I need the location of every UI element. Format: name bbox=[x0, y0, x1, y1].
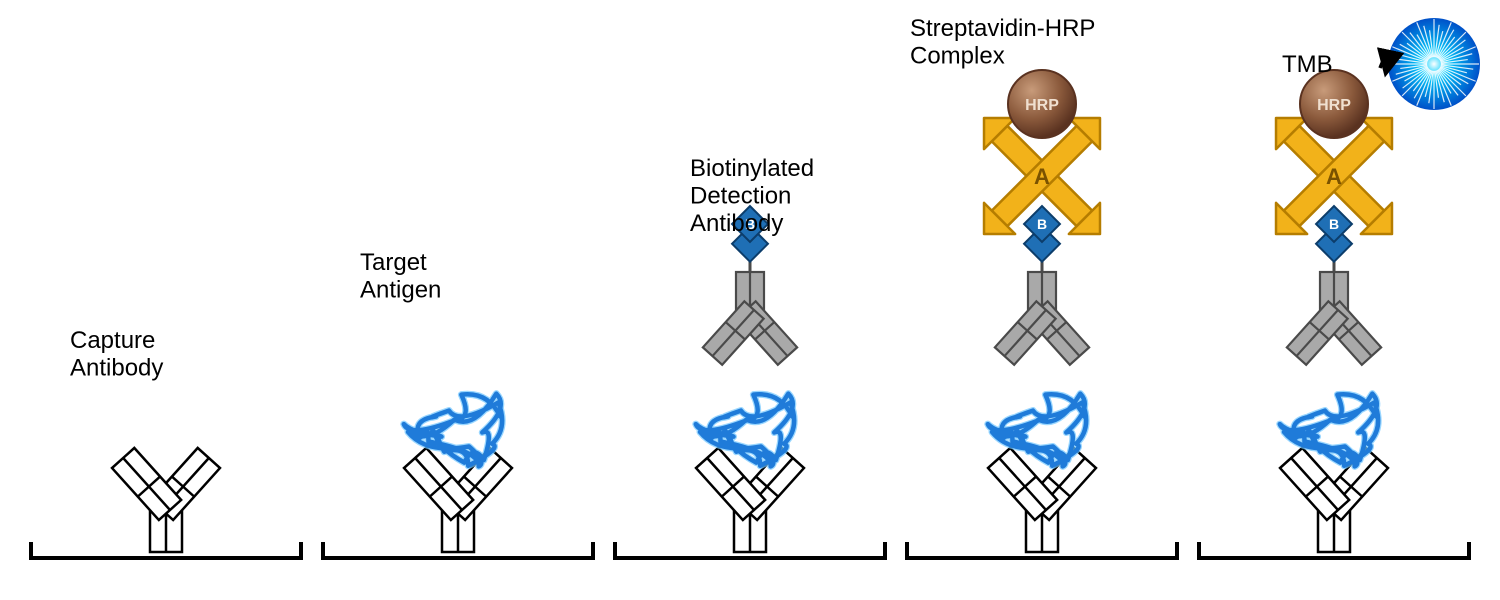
label-4: Streptavidin-HRPComplex bbox=[910, 15, 1095, 70]
panel-2 bbox=[404, 394, 512, 552]
label-3: BiotinylatedDetectionAntibody bbox=[690, 155, 814, 237]
label-2: TargetAntigen bbox=[360, 249, 441, 304]
svg-text:HRP: HRP bbox=[1025, 97, 1059, 114]
svg-text:A: A bbox=[1326, 164, 1342, 189]
svg-text:A: A bbox=[1034, 164, 1050, 189]
label-5: TMB bbox=[1282, 51, 1333, 78]
panel-5: B A HRP bbox=[1260, 18, 1480, 552]
tmb-arrow bbox=[1380, 52, 1389, 72]
svg-text:B: B bbox=[1329, 216, 1339, 232]
svg-text:B: B bbox=[1037, 216, 1047, 232]
label-1: CaptureAntibody bbox=[70, 327, 163, 382]
elisa-diagram: B B A HRP B A HRP CaptureAntibody TargetAntigen B… bbox=[0, 0, 1500, 600]
svg-text:HRP: HRP bbox=[1317, 97, 1351, 114]
panel-3: B bbox=[696, 206, 804, 552]
panel-4: B A HRP bbox=[968, 70, 1115, 552]
panel-1 bbox=[112, 448, 220, 552]
